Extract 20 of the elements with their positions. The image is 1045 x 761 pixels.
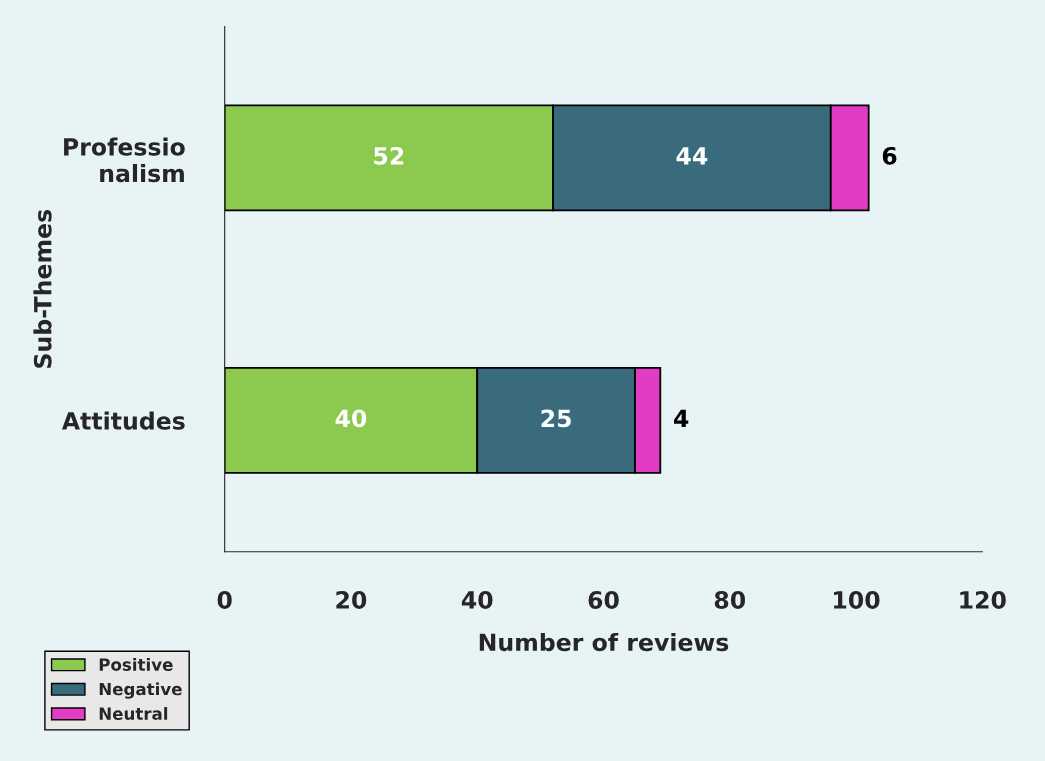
data-label: 52 [374,146,404,165]
x-axis-title: Number of reviews [479,632,729,652]
x-tick-label: 120 [960,591,1006,609]
x-tick-label: 60 [588,591,619,609]
data-label: 4 [674,409,689,427]
legend-label: Positive [99,657,173,671]
data-label: 40 [335,409,367,428]
x-tick-label: 100 [834,591,880,609]
data-label: 6 [882,146,897,165]
x-tick-label: 20 [336,591,367,609]
y-tick-label: Attitudes [61,411,185,430]
data-label: 25 [541,409,571,428]
y-tick-label: Professio nalism [64,137,185,183]
x-tick-label: 80 [714,591,746,609]
y-axis-title: Sub-Themes [33,209,52,368]
legend-label: Negative [99,682,182,699]
data-label: 44 [676,147,708,165]
x-tick-label: 0 [217,591,232,609]
x-tick-label: 40 [461,591,493,609]
legend-label: Neutral [99,707,168,720]
